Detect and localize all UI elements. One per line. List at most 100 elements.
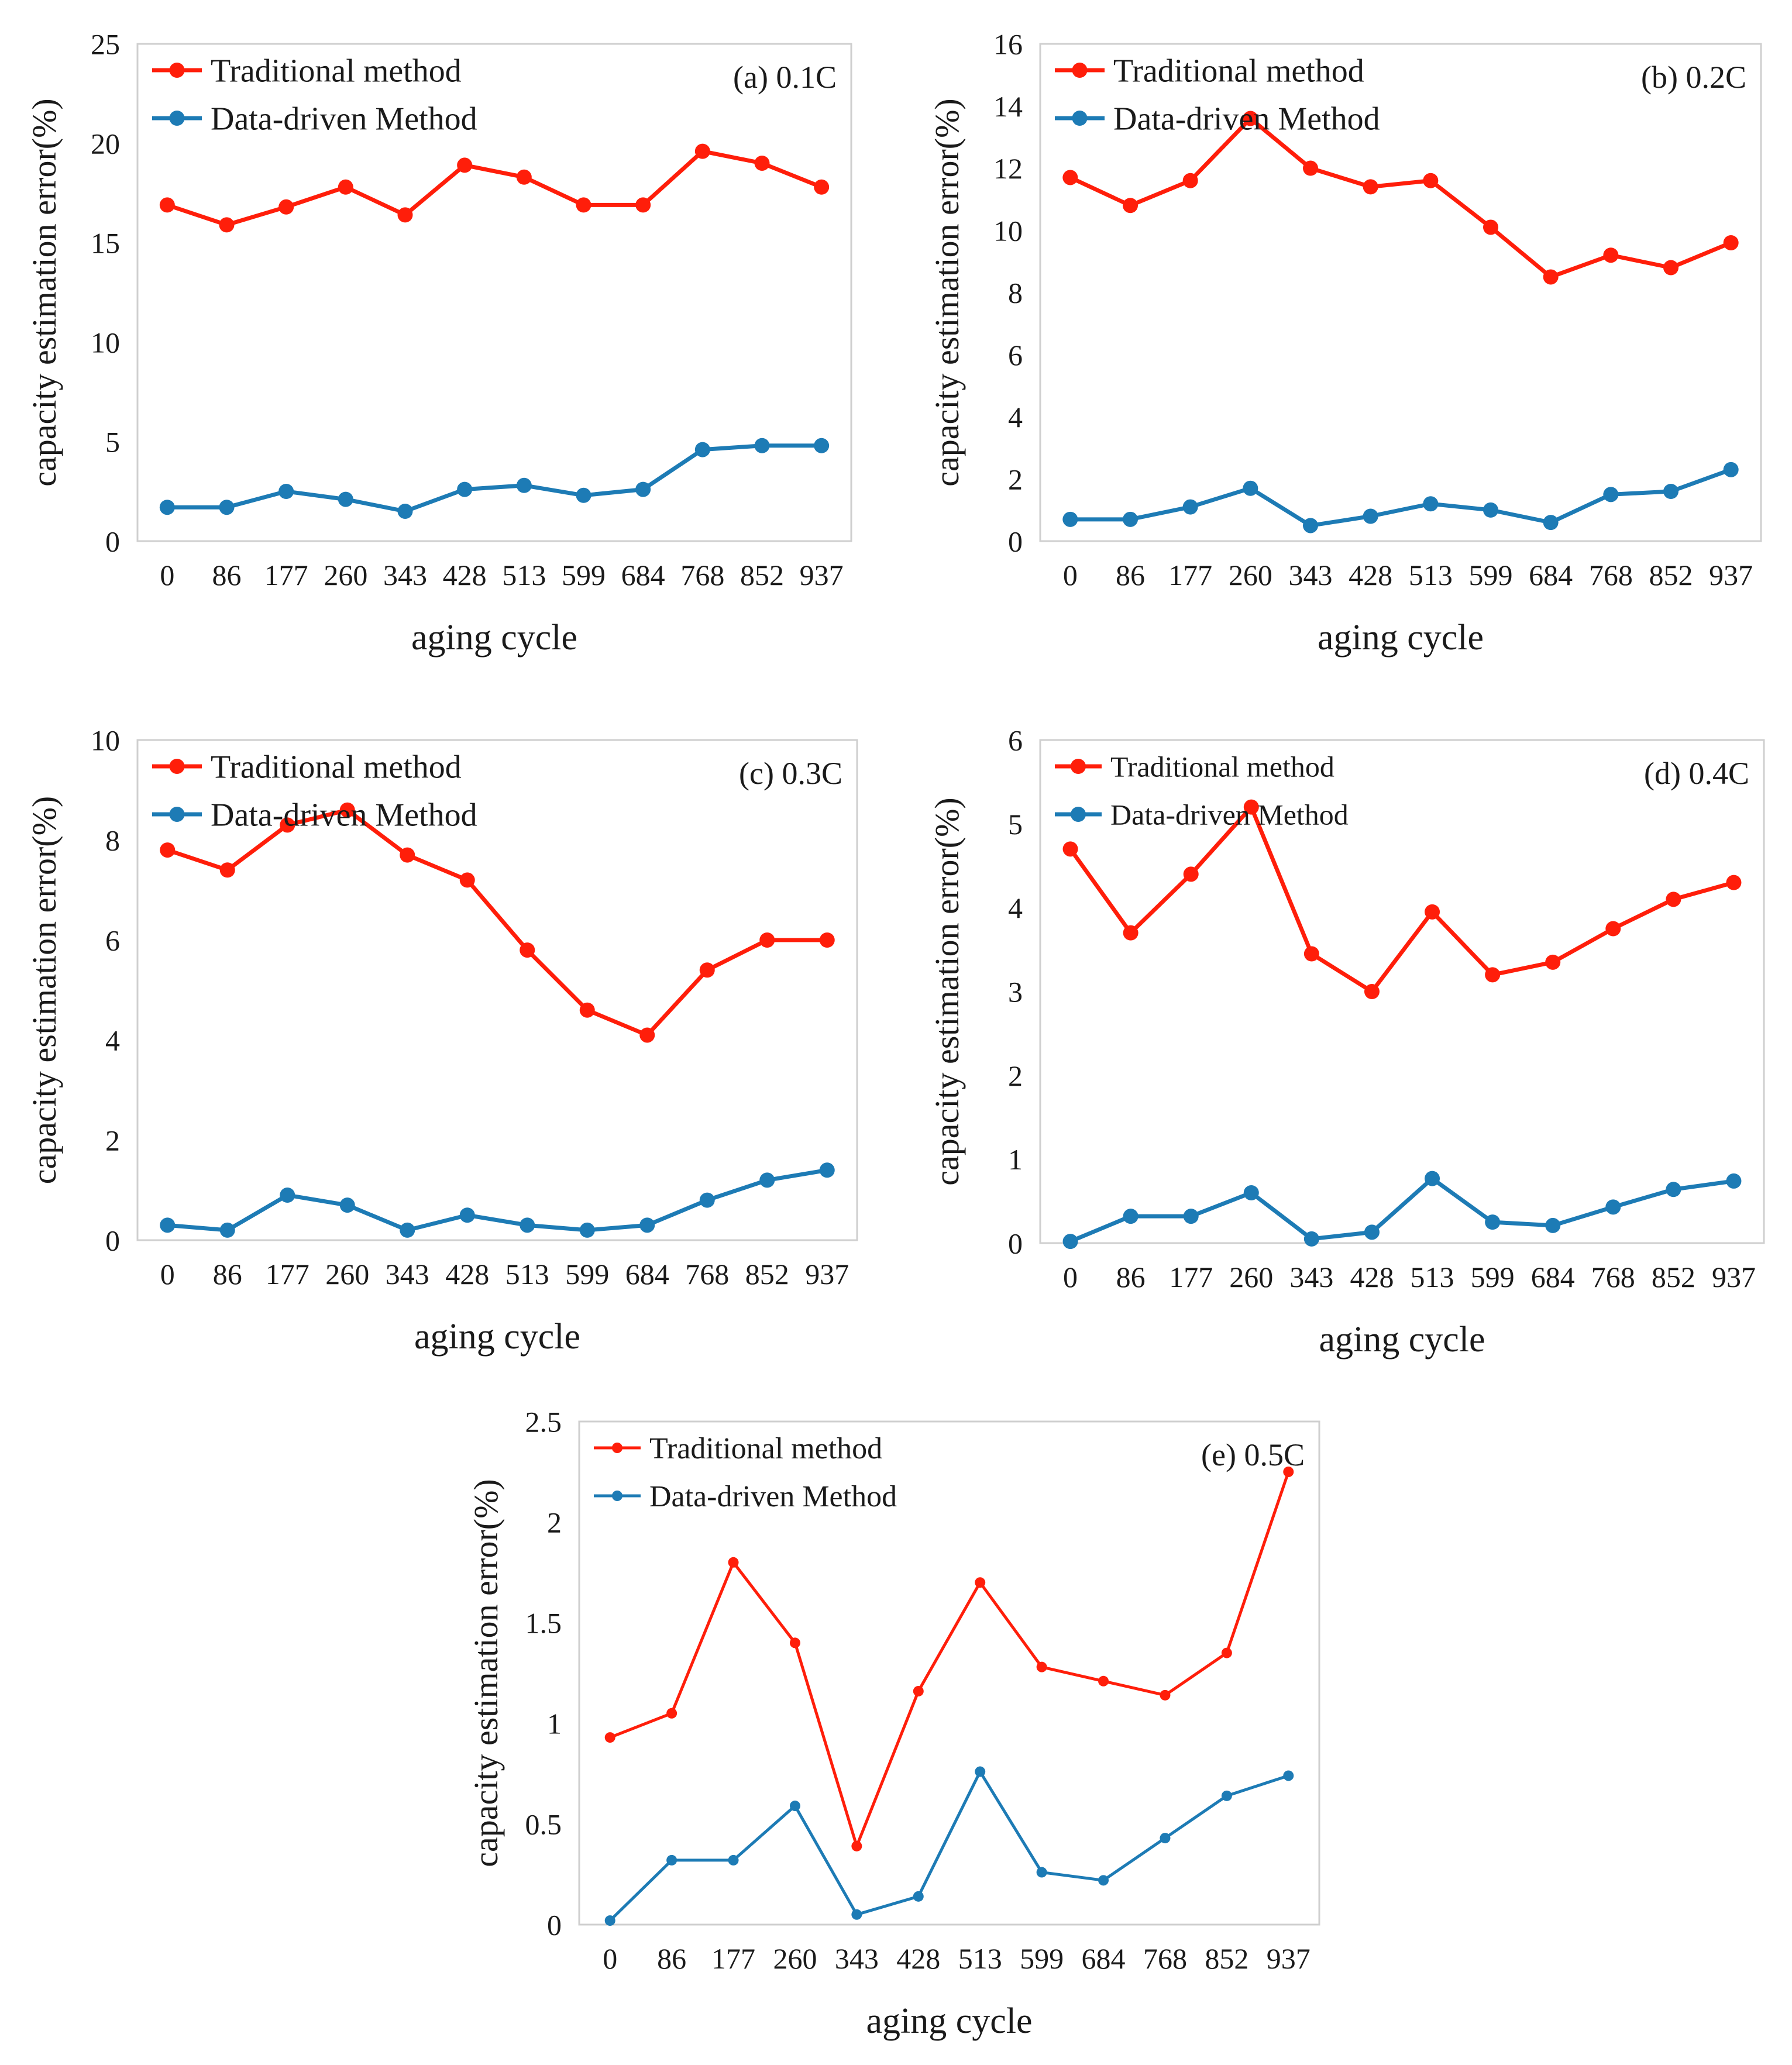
- y-tick-label: 5: [105, 426, 120, 459]
- legend-label-data-driven: Data-driven Method: [1113, 101, 1380, 137]
- traditional-method-point: [338, 179, 353, 195]
- x-tick-label: 513: [958, 1942, 1002, 1975]
- data-driven-method-point: [516, 477, 532, 493]
- y-tick-label: 10: [91, 326, 120, 359]
- x-tick-label: 852: [740, 559, 784, 591]
- y-tick-label: 16: [993, 28, 1023, 61]
- x-tick-label: 599: [1471, 1261, 1515, 1293]
- data-driven-method-line: [608, 1770, 1290, 1922]
- chart-panel-b: 0 2 4 6 8 10 12 14 16 0 86 177 260 343 428 513 599 684 768…: [928, 28, 1762, 658]
- traditional-method-line: [1068, 116, 1733, 279]
- traditional-method-point: [759, 932, 775, 948]
- x-tick-label: 177: [1168, 559, 1212, 591]
- data-driven-method-point: [457, 481, 473, 497]
- traditional-method-point: [576, 197, 591, 213]
- x-tick-label: 260: [325, 1258, 369, 1290]
- x-tick-label: 0: [603, 1942, 617, 1975]
- x-tick-label: 513: [502, 559, 546, 591]
- legend-swatch-marker: [169, 759, 185, 774]
- traditional-method-point: [278, 199, 294, 215]
- x-tick-label: 343: [386, 1258, 429, 1290]
- data-driven-method-point: [1605, 1199, 1621, 1215]
- plot-area-frame: [136, 43, 852, 542]
- y-tick-label: 10: [91, 724, 120, 757]
- traditional-method-point: [913, 1685, 924, 1696]
- data-driven-method-point: [397, 504, 413, 519]
- traditional-method-point: [1123, 198, 1138, 214]
- x-tick-label: 0: [160, 559, 174, 591]
- y-axis-label: capacity estimation error(%): [928, 98, 966, 486]
- y-tick-label: 6: [105, 924, 120, 957]
- traditional-method-point: [1036, 1661, 1047, 1672]
- data-driven-method-point: [1423, 496, 1439, 512]
- traditional-method-point: [459, 872, 475, 888]
- x-axis-label: aging cycle: [414, 1317, 580, 1357]
- data-driven-method-point: [699, 1192, 715, 1208]
- x-tick-label: 428: [1350, 1261, 1394, 1293]
- traditional-method-point: [159, 197, 175, 213]
- data-driven-method-point: [814, 438, 830, 453]
- y-tick-label: 5: [1008, 808, 1023, 841]
- data-driven-method-point: [1545, 1217, 1561, 1233]
- x-tick-label: 937: [1709, 559, 1753, 591]
- y-tick-label: 2: [1008, 463, 1023, 495]
- legend-swatch-marker: [1072, 111, 1088, 126]
- data-driven-method-point: [1726, 1173, 1742, 1189]
- data-driven-method-point: [1160, 1833, 1171, 1844]
- traditional-method-point: [1545, 954, 1561, 970]
- x-tick-label: 513: [505, 1258, 549, 1290]
- traditional-method-point: [1303, 946, 1319, 962]
- traditional-method-point: [754, 156, 770, 171]
- x-tick-label: 513: [1411, 1261, 1454, 1293]
- data-driven-method-line: [165, 443, 824, 514]
- data-driven-method-point: [851, 1909, 862, 1920]
- chart-panel-e: 0 0.5 1 1.5 2 2.5 0 86 177 260 343 428 513 599 684 768 8…: [467, 1406, 1320, 2041]
- traditional-method-point: [814, 179, 830, 195]
- data-driven-method-point: [819, 1162, 835, 1178]
- y-tick-label: 10: [993, 214, 1023, 247]
- data-driven-method-point: [278, 484, 294, 499]
- traditional-method-line: [1068, 805, 1736, 994]
- traditional-method-point: [1485, 967, 1501, 983]
- x-tick-label: 260: [324, 559, 367, 591]
- traditional-method-point: [1182, 173, 1198, 188]
- data-driven-method-point: [1543, 515, 1559, 531]
- y-tick-label: 0: [547, 1909, 562, 1942]
- chart-panel-c: 0 2 4 6 8 10 0 86 177 260 343 428 513 599 684 768 852 937…: [25, 724, 858, 1357]
- traditional-method-point: [1364, 984, 1380, 999]
- traditional-method-point: [699, 962, 715, 978]
- x-tick-label: 343: [1289, 1261, 1333, 1293]
- y-tick-label: 25: [91, 28, 120, 61]
- traditional-method-point: [1723, 235, 1739, 250]
- y-tick-label: 8: [1008, 277, 1023, 309]
- data-driven-method-point: [1123, 1209, 1139, 1224]
- data-driven-method-point: [1483, 502, 1498, 518]
- chart-panel-a: 0 5 10 15 20 25 0 86 177 260 343 428 513 599 684 768 852…: [25, 28, 852, 658]
- data-driven-method-point: [1723, 462, 1739, 477]
- data-driven-method-point: [1663, 484, 1679, 499]
- legend-swatch-marker: [612, 1491, 622, 1501]
- x-tick-label: 684: [625, 1258, 669, 1290]
- traditional-method-point: [1283, 1467, 1294, 1477]
- legend-label-data-driven: Data-driven Method: [211, 797, 477, 834]
- x-tick-label: 684: [1082, 1942, 1126, 1975]
- x-axis-label: aging cycle: [411, 618, 577, 658]
- traditional-method-point: [1243, 111, 1258, 126]
- x-tick-label: 684: [1531, 1261, 1575, 1293]
- x-tick-label: 852: [745, 1258, 789, 1290]
- data-driven-method-point: [604, 1915, 615, 1926]
- x-tick-label: 260: [1229, 559, 1272, 591]
- traditional-method-point: [1603, 247, 1619, 263]
- panel-label: (e) 0.5C: [1201, 1437, 1305, 1472]
- y-axis-label: capacity estimation error(%): [25, 796, 63, 1184]
- traditional-method-point: [1543, 269, 1559, 285]
- data-driven-method-point: [159, 500, 175, 515]
- traditional-method-point: [975, 1577, 986, 1588]
- x-tick-label: 768: [1591, 1261, 1635, 1293]
- data-driven-method-point: [1603, 487, 1619, 503]
- x-tick-label: 177: [266, 1258, 309, 1290]
- data-driven-method-point: [759, 1172, 775, 1188]
- x-tick-label: 343: [383, 559, 427, 591]
- y-tick-label: 0: [1008, 1227, 1023, 1260]
- legend-label-data-driven: Data-driven Method: [211, 101, 477, 137]
